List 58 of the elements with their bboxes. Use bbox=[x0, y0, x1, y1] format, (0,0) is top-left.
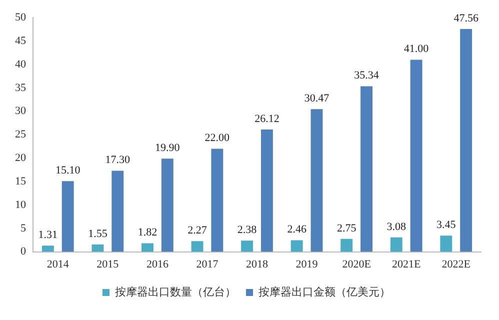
y-tick-label: 10 bbox=[15, 198, 26, 211]
bar bbox=[440, 236, 452, 252]
bar bbox=[340, 238, 353, 252]
text: 35.34 bbox=[354, 70, 379, 82]
text: 30.47 bbox=[304, 92, 330, 104]
bar bbox=[211, 148, 224, 252]
text: 2.46 bbox=[287, 224, 306, 236]
text: 2.27 bbox=[188, 224, 207, 237]
text: 3.45 bbox=[436, 219, 456, 232]
text: 1.82 bbox=[138, 226, 158, 239]
text: 41.00 bbox=[404, 43, 429, 56]
bar bbox=[360, 86, 372, 252]
text: 2.38 bbox=[237, 224, 257, 236]
x-tick-label: 2019 bbox=[296, 258, 318, 270]
x-tick-label: 2018 bbox=[246, 258, 268, 270]
bar bbox=[260, 129, 273, 252]
text: 22.00 bbox=[204, 132, 230, 144]
y-tick-label: 30 bbox=[15, 105, 26, 118]
bar bbox=[42, 246, 54, 252]
x-tick-label: 2017 bbox=[196, 258, 219, 270]
legend-label: 按摩器出口数量（亿台） bbox=[115, 285, 236, 298]
text: 47.56 bbox=[454, 12, 478, 24]
bar bbox=[241, 240, 254, 252]
text: 3.08 bbox=[386, 220, 406, 233]
y-tick-label: 15 bbox=[15, 175, 26, 188]
x-tick-label: 2022E bbox=[442, 258, 471, 270]
text: 17.30 bbox=[105, 154, 130, 166]
text: 26.12 bbox=[254, 112, 280, 125]
bar bbox=[191, 241, 204, 252]
y-tick-label: 50 bbox=[15, 11, 26, 24]
bar bbox=[460, 29, 472, 252]
x-tick-label: 2015 bbox=[96, 258, 120, 270]
x-tick-label: 2016 bbox=[146, 258, 169, 270]
bar bbox=[62, 181, 74, 252]
bar bbox=[112, 170, 124, 252]
text: 19.90 bbox=[155, 142, 180, 154]
x-tick-label: 2014 bbox=[46, 258, 70, 270]
bar bbox=[92, 244, 104, 252]
y-tick-label: 25 bbox=[15, 128, 26, 141]
bar bbox=[390, 237, 402, 252]
bar bbox=[161, 158, 174, 252]
bar bbox=[142, 243, 154, 252]
y-tick-label: 45 bbox=[15, 34, 26, 47]
text: 2.75 bbox=[336, 222, 356, 234]
x-tick-label: 2021E bbox=[392, 258, 421, 270]
legend-label: 按摩器出口金额（亿美元） bbox=[258, 285, 390, 298]
y-tick-label: 40 bbox=[15, 58, 26, 70]
bar bbox=[290, 240, 303, 252]
text: 15.10 bbox=[55, 164, 80, 176]
text: 1.55 bbox=[88, 228, 108, 240]
y-tick-label: 5 bbox=[20, 222, 26, 234]
y-tick-label: 20 bbox=[15, 152, 26, 164]
text: 1.31 bbox=[38, 229, 58, 242]
bar bbox=[410, 60, 422, 252]
y-tick-label: 35 bbox=[15, 82, 26, 94]
y-tick-label: 0 bbox=[20, 246, 26, 258]
x-tick-label: 2020E bbox=[342, 258, 372, 270]
bar bbox=[310, 109, 323, 252]
